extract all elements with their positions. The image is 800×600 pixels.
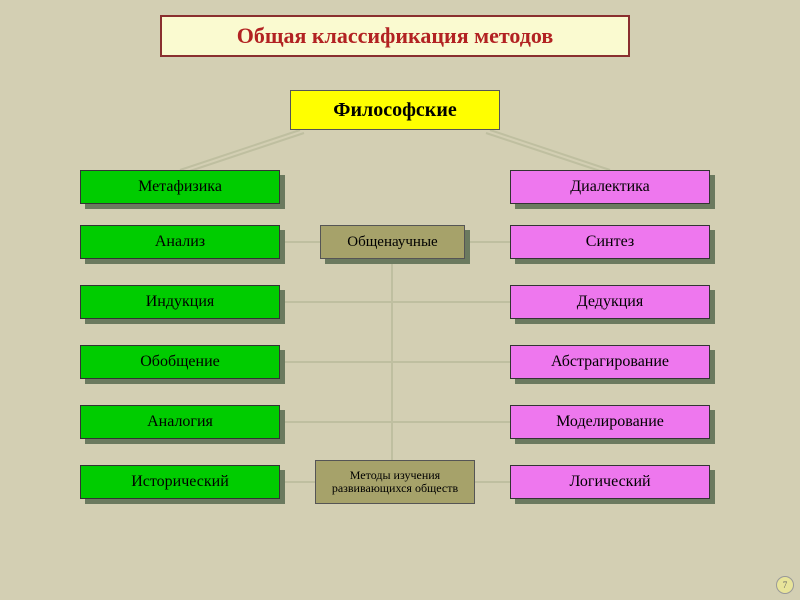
left-label-5: Исторический <box>131 473 229 491</box>
right-box-4: Моделирование <box>510 405 710 439</box>
left-box-5: Исторический <box>80 465 280 499</box>
center-node-label: Общенаучные <box>347 234 437 251</box>
bottom-center-label: Методы изучения развивающихся обществ <box>316 469 474 495</box>
right-box-5: Логический <box>510 465 710 499</box>
right-box-1: Синтез <box>510 225 710 259</box>
left-label-0: Метафизика <box>138 178 222 196</box>
left-label-2: Индукция <box>146 293 215 311</box>
left-label-4: Аналогия <box>147 413 213 431</box>
left-box-2: Индукция <box>80 285 280 319</box>
left-box-4: Аналогия <box>80 405 280 439</box>
right-label-1: Синтез <box>586 233 634 251</box>
top-node: Философские <box>290 90 500 130</box>
left-label-3: Обобщение <box>140 353 219 371</box>
right-label-4: Моделирование <box>556 413 664 431</box>
title-text: Общая классификация методов <box>237 23 553 49</box>
left-box-3: Обобщение <box>80 345 280 379</box>
page-number: 7 <box>783 580 788 590</box>
right-box-3: Абстрагирование <box>510 345 710 379</box>
bottom-center-node: Методы изучения развивающихся обществ <box>315 460 475 504</box>
top-node-label: Философские <box>333 99 456 122</box>
right-label-3: Абстрагирование <box>551 353 669 371</box>
left-box-0: Метафизика <box>80 170 280 204</box>
right-label-2: Дедукция <box>577 293 643 311</box>
left-label-1: Анализ <box>155 233 205 251</box>
right-label-5: Логический <box>569 473 650 491</box>
title-box: Общая классификация методов <box>160 15 630 57</box>
right-label-0: Диалектика <box>570 178 650 196</box>
center-node: Общенаучные <box>320 225 465 259</box>
right-box-2: Дедукция <box>510 285 710 319</box>
right-box-0: Диалектика <box>510 170 710 204</box>
left-box-1: Анализ <box>80 225 280 259</box>
page-number-badge: 7 <box>776 576 794 594</box>
